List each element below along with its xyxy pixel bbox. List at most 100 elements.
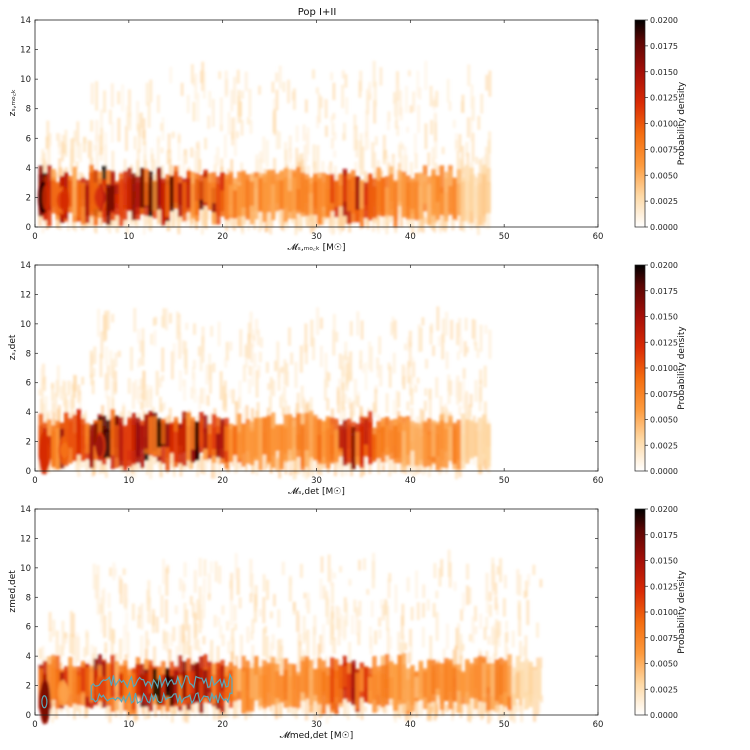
density-streak: [156, 138, 160, 167]
density-streak: [456, 351, 460, 361]
density-streak: [323, 379, 327, 401]
density-streak: [251, 644, 255, 661]
density-streak: [487, 212, 491, 229]
density-streak: [110, 121, 114, 143]
density-streak: [89, 140, 93, 167]
density-streak: [302, 399, 306, 419]
density-cell: [329, 434, 335, 461]
density-cell: [199, 656, 204, 703]
density-streak: [418, 87, 422, 100]
density-streak: [339, 614, 343, 630]
density-streak: [180, 82, 184, 96]
contour-main: [90, 672, 233, 705]
density-streak: [435, 612, 439, 641]
density-streak: [327, 372, 331, 382]
density-cell: [279, 678, 284, 703]
density-streak: [439, 395, 443, 415]
density-streak: [313, 693, 317, 722]
density-streak: [366, 97, 370, 113]
density-streak: [133, 136, 137, 150]
density-streak: [77, 453, 81, 477]
density-cell: [439, 193, 445, 216]
density-streak: [262, 597, 266, 624]
density-cell: [460, 434, 466, 461]
density-streak: [146, 639, 150, 646]
density-streak: [171, 131, 175, 139]
density-streak: [178, 625, 182, 653]
density-streak: [484, 325, 488, 334]
density-streak: [331, 640, 335, 653]
density-streak: [202, 71, 206, 99]
density-streak: [325, 694, 329, 724]
density-streak: [225, 341, 229, 361]
density-cell: [528, 661, 533, 695]
density-streak: [83, 647, 87, 658]
density-cell: [68, 417, 73, 448]
density-streak: [273, 157, 277, 175]
density-streak: [333, 132, 337, 141]
density-streak: [295, 147, 299, 170]
density-streak: [223, 134, 227, 159]
density-streak: [460, 609, 464, 622]
density-streak: [406, 368, 410, 378]
density-streak: [459, 337, 463, 354]
density-streak: [246, 117, 250, 125]
density-streak: [151, 609, 155, 626]
density-cell: [182, 420, 187, 466]
density-cell: [456, 187, 462, 209]
density-streak: [302, 124, 306, 142]
density-streak: [306, 401, 310, 424]
density-streak: [397, 391, 401, 408]
density-streak: [106, 365, 110, 390]
density-streak: [40, 367, 44, 395]
density-streak: [274, 360, 278, 372]
density-streak: [255, 370, 259, 398]
density-cell: [211, 414, 217, 450]
density-streak: [169, 164, 173, 178]
density-streak: [329, 205, 333, 228]
density-streak: [168, 149, 172, 163]
density-streak: [466, 563, 470, 580]
density-cell: [460, 671, 466, 698]
density-cell: [169, 424, 175, 451]
density-streak: [428, 388, 432, 418]
density-streak: [119, 638, 123, 661]
colorbar-tick-label: 0.0175: [650, 42, 678, 51]
density-streak: [162, 558, 166, 585]
density-streak: [183, 149, 187, 156]
density-peak: [95, 186, 104, 209]
density-streak: [302, 649, 306, 663]
density-streak: [319, 96, 323, 109]
density-streak: [199, 345, 203, 372]
density-streak: [406, 577, 410, 592]
y-tick-label: 14: [20, 16, 31, 26]
density-cell: [465, 164, 470, 211]
density-cell: [237, 668, 242, 692]
density-streak: [142, 206, 146, 235]
density-streak: [165, 631, 169, 653]
density-cell: [89, 424, 94, 469]
density-streak: [146, 699, 150, 719]
density-streak: [174, 209, 178, 222]
y-tick-label: 6: [26, 134, 31, 144]
density-streak: [277, 131, 281, 149]
density-streak: [100, 331, 104, 359]
density-streak: [518, 640, 522, 660]
density-streak: [329, 618, 333, 646]
density-streak: [183, 562, 187, 578]
y-tick-label: 10: [20, 75, 31, 85]
colorbar-tick-label: 0.0150: [650, 557, 678, 566]
density-streak: [444, 407, 448, 433]
density-streak: [355, 610, 359, 636]
density-streak: [527, 574, 531, 586]
density-streak: [353, 599, 357, 613]
density-cell: [156, 169, 162, 206]
density-cell: [300, 172, 305, 213]
density-streak: [321, 643, 325, 650]
density-streak: [52, 412, 56, 434]
density-streak: [155, 616, 159, 633]
density-cell: [418, 436, 424, 461]
density-streak: [337, 617, 341, 646]
density-cell: [372, 667, 377, 713]
density-streak: [518, 616, 522, 637]
